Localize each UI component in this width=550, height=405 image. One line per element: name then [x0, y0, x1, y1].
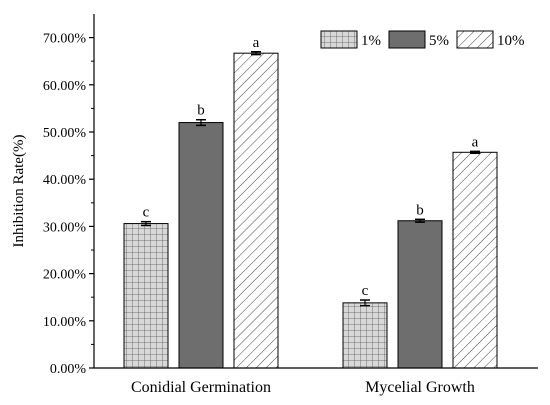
x-category-labels: Conidial Germination Mycelial Growth	[131, 379, 475, 396]
bar-5pct-mycelial	[397, 220, 443, 369]
significance-letter: b	[197, 103, 205, 119]
significance-letter: b	[416, 202, 424, 218]
y-tick-label: 70.00%	[43, 32, 87, 47]
bar-1pct-conidial	[123, 223, 169, 369]
legend-label: 10%	[497, 33, 525, 49]
significance-letter: a	[253, 35, 260, 51]
y-tick-label: 30.00%	[43, 220, 87, 235]
y-tick-label: 40.00%	[43, 173, 87, 188]
significance-letter: a	[472, 134, 479, 150]
y-tick-label: 10.00%	[43, 315, 87, 330]
bar-10pct-mycelial	[452, 151, 498, 369]
axes	[93, 14, 538, 369]
legend-label: 1%	[361, 33, 381, 49]
y-axis-label: Inhibition Rate(%)	[11, 135, 27, 248]
bar-5pct-conidial	[178, 122, 224, 369]
legend-swatch	[320, 30, 358, 49]
significance-letter: c	[362, 283, 369, 299]
bar-10pct-conidial	[233, 52, 279, 369]
y-tick-label: 0.00%	[50, 362, 87, 377]
legend-swatch	[388, 30, 426, 49]
legend-label: 5%	[429, 33, 449, 49]
y-tick-label: 60.00%	[43, 79, 87, 94]
legend: 1% 5% 10%	[320, 30, 525, 49]
bar-1pct-mycelial	[342, 302, 388, 369]
y-tick-label: 50.00%	[43, 126, 87, 141]
x-category-label: Mycelial Growth	[365, 379, 475, 396]
legend-swatch	[456, 30, 494, 49]
y-ticks: 0.00% 10.00% 20.00% 30.00% 40.00% 50.00% 60.00…	[43, 32, 94, 377]
significance-letter: c	[143, 205, 150, 221]
x-category-label: Conidial Germination	[131, 379, 271, 396]
significance-letters-layer: c b a c b a	[143, 35, 479, 299]
error-bars-layer	[141, 51, 480, 307]
bars-layer	[123, 52, 498, 369]
y-tick-label: 20.00%	[43, 268, 87, 283]
